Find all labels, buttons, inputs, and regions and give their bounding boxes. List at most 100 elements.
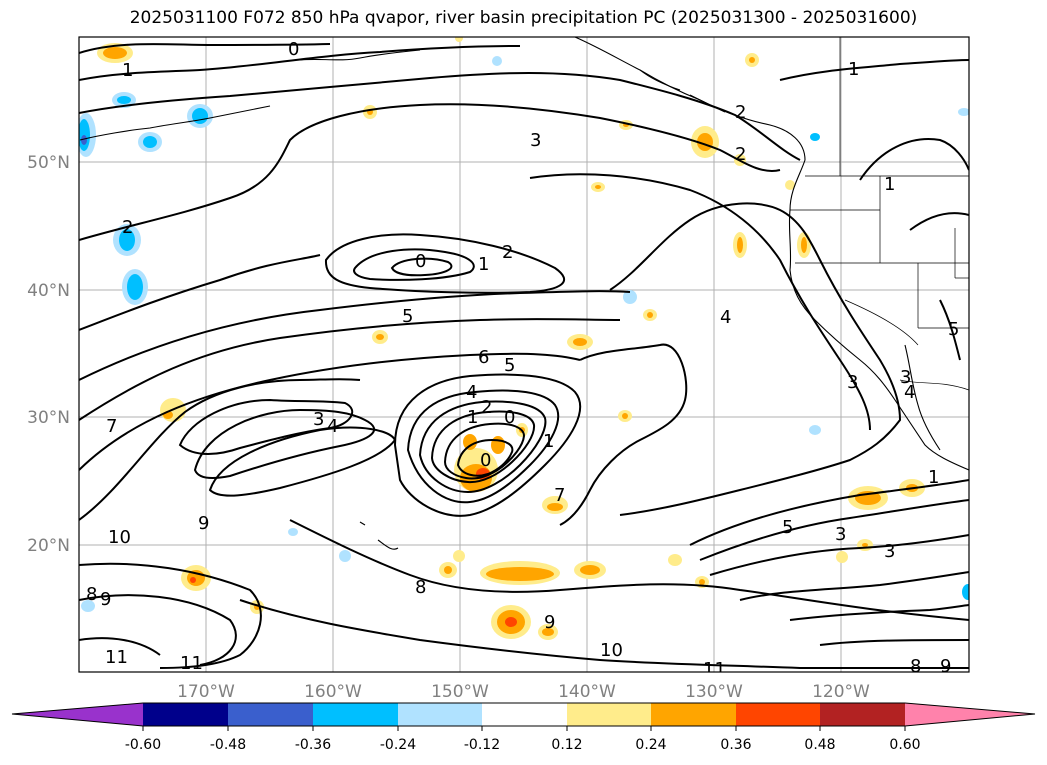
lon-label-150w: 150°W <box>431 682 489 702</box>
lon-label-140w: 140°W <box>558 682 616 702</box>
lon-label-170w: 170°W <box>177 682 235 702</box>
colorbar-segment <box>651 703 736 726</box>
coastline-aleutians <box>79 105 271 141</box>
contour-label: 1 <box>478 254 489 275</box>
contour-label: 0 <box>480 450 491 471</box>
contour-0-core <box>456 438 514 477</box>
contour-10-west <box>79 594 237 666</box>
contour-6 <box>79 318 621 421</box>
colorbar: -0.60 -0.48 -0.36 -0.24 -0.12 0.12 0.24 … <box>11 702 1036 753</box>
contour-label: 1 <box>467 407 478 428</box>
contours <box>79 43 969 670</box>
contour-label: 0 <box>415 251 426 272</box>
contour-label: 7 <box>554 485 565 506</box>
contour-label: 1 <box>928 467 939 488</box>
lon-label-160w: 160°W <box>304 682 362 702</box>
colorbar-tick-label: 0.60 <box>889 737 920 753</box>
contour-4-south <box>699 499 969 561</box>
contour-label: 2 <box>122 217 133 238</box>
contour-0-cutoff <box>353 248 475 281</box>
contour-0-north <box>79 43 331 54</box>
coastline-baja <box>904 344 941 451</box>
colorbar-tick-label: 0.12 <box>551 737 582 753</box>
contour-label: 4 <box>327 416 338 437</box>
lat-label-50n: 50°N <box>27 153 70 173</box>
contour-labels: 0 1 2 3 0 1 2 5 4 6 5 7 3 4 4 1 2 0 0 1 … <box>86 39 959 680</box>
contour-label: 5 <box>782 517 793 538</box>
contour-2-north <box>79 72 801 161</box>
lon-labels: 170°W 160°W 150°W 140°W 130°W 120°W <box>177 682 870 702</box>
colorbar-segment <box>736 703 820 726</box>
contour-3-east <box>529 173 871 431</box>
contour-0-inner <box>390 257 453 277</box>
lat-label-40n: 40°N <box>27 281 70 301</box>
contour-1-center <box>430 410 536 484</box>
contour-11-west <box>79 637 161 656</box>
contour-label: 9 <box>100 589 111 610</box>
contour-0-center <box>443 422 526 480</box>
contour-label: 1 <box>543 431 554 452</box>
colorbar-tick-label: 0.48 <box>804 737 835 753</box>
contour-5-north <box>79 290 631 381</box>
contour-label: 3 <box>835 524 846 545</box>
colorbar-tick-label: -0.60 <box>125 737 161 753</box>
contour-label: 10 <box>600 640 623 661</box>
colorbar-segment <box>228 703 313 726</box>
lon-label-130w: 130°W <box>685 682 743 702</box>
contour-label: 2 <box>735 102 746 123</box>
contour-1-east <box>859 138 969 181</box>
contour-5-south <box>689 479 969 546</box>
contour-label: 8 <box>86 584 97 605</box>
contour-10-south <box>239 599 969 670</box>
contour-4-east <box>609 202 902 516</box>
contour-label: 8 <box>415 577 426 598</box>
contour-label: 9 <box>198 513 209 534</box>
contour-label: 0 <box>288 39 299 60</box>
colorbar-segment <box>313 703 398 726</box>
contour-9-west <box>79 562 262 669</box>
contour-label: 11 <box>105 647 128 668</box>
colorbar-segment <box>567 703 651 726</box>
contour-2-east <box>909 212 969 231</box>
contour-label: 8 <box>910 656 921 677</box>
contour-label: 4 <box>720 307 731 328</box>
colorbar-tick-label: -0.12 <box>464 737 500 753</box>
lat-label-20n: 20°N <box>27 536 70 556</box>
contour-label: 3 <box>900 367 911 388</box>
contour-label: 3 <box>530 130 541 151</box>
contour-7 <box>79 352 581 471</box>
contour-4-west-inner <box>193 408 376 479</box>
contour-4-center <box>393 373 582 517</box>
contour-8-southeast <box>819 639 969 646</box>
contour-label: 3 <box>313 409 324 430</box>
contour-label: 2 <box>502 242 513 263</box>
contour-label: 9 <box>544 612 555 633</box>
contour-label: 0 <box>504 407 515 428</box>
contour-label: 2 <box>481 397 492 418</box>
colorbar-tick-label: -0.24 <box>380 737 416 753</box>
map-frame <box>78 36 970 673</box>
lat-labels: 50°N 40°N 30°N 20°N <box>27 153 70 556</box>
contour-label: 9 <box>940 656 951 677</box>
contour-7-south <box>789 604 969 621</box>
contour-label: 11 <box>703 659 726 680</box>
coastline-alaska-peninsula <box>299 49 421 61</box>
contour-label: 5 <box>504 355 515 376</box>
contour-label: 5 <box>948 319 959 340</box>
contour-2-center <box>418 400 547 494</box>
colorbar-segment <box>398 703 482 726</box>
colorbar-extend-low <box>12 703 143 726</box>
map-title: 2025031100 F072 850 hPa qvapor, river ba… <box>129 8 918 28</box>
contour-4-west <box>79 254 321 331</box>
contour-8-south <box>289 519 969 621</box>
colorbar-extend-high <box>905 703 1035 726</box>
contour-label: 3 <box>847 372 858 393</box>
contour-label: 1 <box>122 60 133 81</box>
contour-3-south <box>709 534 969 576</box>
colorbar-segment <box>143 703 228 726</box>
contour-3-north <box>79 103 781 241</box>
contour-label: 4 <box>466 382 477 403</box>
contour-label: 3 <box>884 541 895 562</box>
contour-label: 1 <box>848 59 859 80</box>
